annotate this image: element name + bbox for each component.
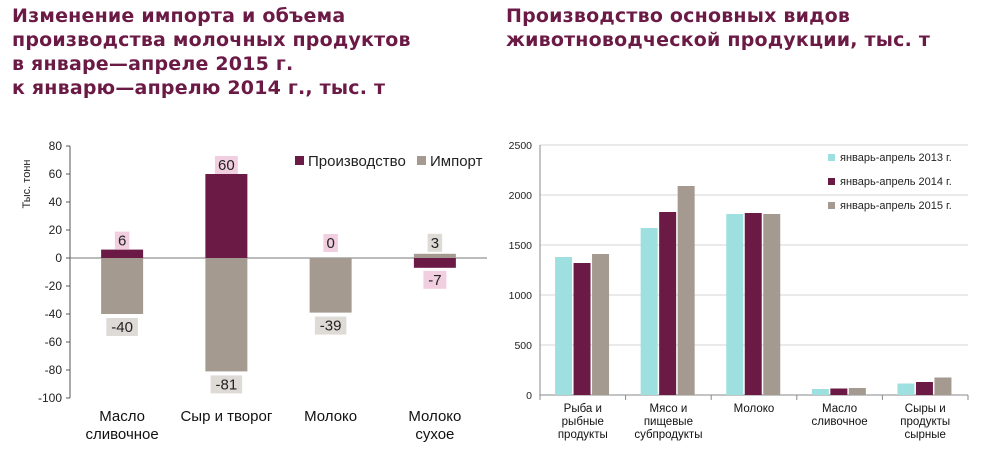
right-legend-swatch — [828, 202, 835, 209]
right-bar — [897, 383, 915, 395]
right-category-label: продукты — [558, 429, 608, 441]
right-category-label: Мясо и — [650, 403, 688, 415]
left-category-label: сливочное — [86, 426, 159, 443]
right-bar — [555, 257, 573, 395]
right-bar — [677, 186, 695, 395]
left-bar-import — [205, 258, 248, 372]
left-chart-title: Изменение импорта и объема производства … — [12, 4, 411, 100]
left-bar-import — [101, 258, 144, 314]
right-category-label: продукты — [900, 416, 950, 428]
left-bar-production — [101, 249, 144, 258]
right-bar — [915, 382, 933, 395]
left-data-label: 6 — [118, 233, 126, 250]
right-title-line-2: животноводческой продукции, тыс. т — [506, 29, 931, 51]
left-category-label: Масло — [99, 408, 145, 425]
right-category-label: Рыба и — [564, 403, 602, 415]
left-legend-label: Импорт — [430, 153, 483, 170]
left-title-line-2: производства молочных продуктов — [12, 29, 411, 51]
left-data-label-box — [214, 156, 238, 174]
left-y-tick-label: -80 — [45, 363, 63, 377]
right-legend-swatch — [828, 154, 835, 161]
right-bar — [830, 388, 848, 395]
right-legend-label: январь-апрель 2013 г. — [840, 152, 952, 164]
right-bar — [659, 212, 677, 395]
right-category-label: сырные — [904, 429, 945, 441]
left-title-line-4: к январю—апрелю 2014 г., тыс. т — [12, 77, 386, 99]
left-data-label-box — [314, 316, 347, 335]
left-y-tick-label: 60 — [49, 167, 63, 181]
left-y-tick-label: -20 — [45, 279, 63, 293]
right-bar — [744, 213, 762, 395]
right-category-label: Масло — [822, 403, 857, 415]
right-bar — [573, 263, 591, 395]
left-legend-swatch — [417, 156, 426, 165]
left-legend-label: Производство — [308, 153, 406, 170]
right-y-tick-label: 2500 — [509, 140, 533, 152]
left-data-label: -39 — [320, 318, 342, 335]
left-y-tick-label: -40 — [45, 307, 63, 321]
right-y-tick-label: 1000 — [509, 290, 533, 302]
right-bar — [726, 214, 744, 395]
right-bar — [848, 388, 866, 395]
left-data-label: 0 — [326, 235, 334, 252]
right-bar — [934, 377, 952, 395]
right-category-label: рыбные — [562, 416, 604, 428]
right-category-label: сливочное — [812, 416, 868, 428]
right-bar — [592, 254, 610, 395]
left-data-label-box — [114, 231, 130, 250]
left-category-label: Молоко — [304, 408, 357, 425]
left-y-axis-label: Тыс. тонн — [21, 160, 33, 209]
right-bar — [763, 214, 781, 395]
left-category-label: сухое — [415, 426, 454, 443]
left-bar-import — [309, 258, 352, 313]
left-title-line-3: в январе—апреле 2015 г. — [12, 53, 294, 75]
left-y-tick-label: -100 — [38, 391, 62, 405]
left-y-tick-label: 20 — [49, 223, 63, 237]
right-y-tick-label: 500 — [514, 340, 532, 352]
right-title-line-1: Производство основных видов — [506, 5, 851, 27]
right-category-label: субпродукты — [634, 429, 702, 441]
left-bar-production — [413, 258, 456, 268]
right-category-label: Молоко — [734, 403, 775, 415]
left-legend-swatch — [295, 156, 304, 165]
left-y-tick-label: -60 — [45, 335, 63, 349]
right-legend-label: январь-апрель 2015 г. — [840, 200, 952, 212]
left-data-label-box — [423, 270, 447, 289]
right-bar — [640, 228, 658, 395]
left-data-label: -81 — [216, 376, 238, 393]
right-category-label: Сыры и — [905, 403, 946, 415]
left-category-label: Молоко — [408, 408, 461, 425]
left-data-label: -7 — [428, 272, 441, 289]
left-data-label-box — [106, 318, 138, 336]
left-y-tick-label: 0 — [55, 251, 62, 265]
left-data-label-box — [210, 375, 243, 394]
left-bar-import — [413, 253, 456, 258]
left-data-label: 60 — [218, 157, 235, 174]
right-category-label: пищевые — [644, 416, 693, 428]
left-category-label: Сыр и творог — [180, 408, 272, 425]
right-y-tick-label: 2000 — [509, 190, 533, 202]
left-y-tick-label: 80 — [49, 139, 63, 153]
left-data-label-box — [323, 234, 338, 252]
right-legend-label: январь-апрель 2014 г. — [840, 176, 952, 188]
right-chart-title: Производство основных видов животноводче… — [506, 4, 930, 52]
left-data-label: -40 — [111, 319, 133, 336]
right-legend-swatch — [828, 178, 835, 185]
right-y-tick-label: 0 — [526, 390, 532, 402]
right-y-tick-label: 1500 — [509, 240, 533, 252]
right-bar — [811, 389, 829, 395]
left-data-label: 3 — [431, 235, 439, 252]
left-bar-production — [205, 174, 248, 258]
left-y-tick-label: 40 — [49, 195, 63, 209]
left-data-label-box — [427, 233, 443, 252]
left-title-line-1: Изменение импорта и объема — [12, 5, 346, 27]
